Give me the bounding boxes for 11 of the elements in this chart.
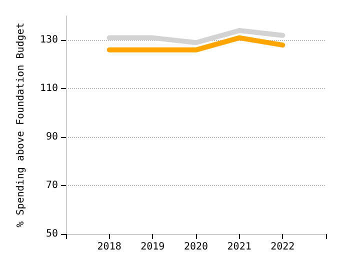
x-tick-label: 2019 <box>140 242 165 252</box>
y-tick-label: 130 <box>40 34 58 46</box>
y-tick-label: 110 <box>40 83 58 94</box>
y-tick-label: 90 <box>46 132 58 143</box>
x-tick-label: 2022 <box>270 242 295 252</box>
x-tick-label: 2018 <box>97 242 122 252</box>
y-tick-label: 70 <box>46 180 58 192</box>
y-axis-title: % Spending above Foundation Budget <box>16 22 26 228</box>
x-tick-label: 2020 <box>184 242 208 252</box>
y-tick-label: 50 <box>46 228 58 240</box>
x-tick-label: 2021 <box>227 242 252 252</box>
